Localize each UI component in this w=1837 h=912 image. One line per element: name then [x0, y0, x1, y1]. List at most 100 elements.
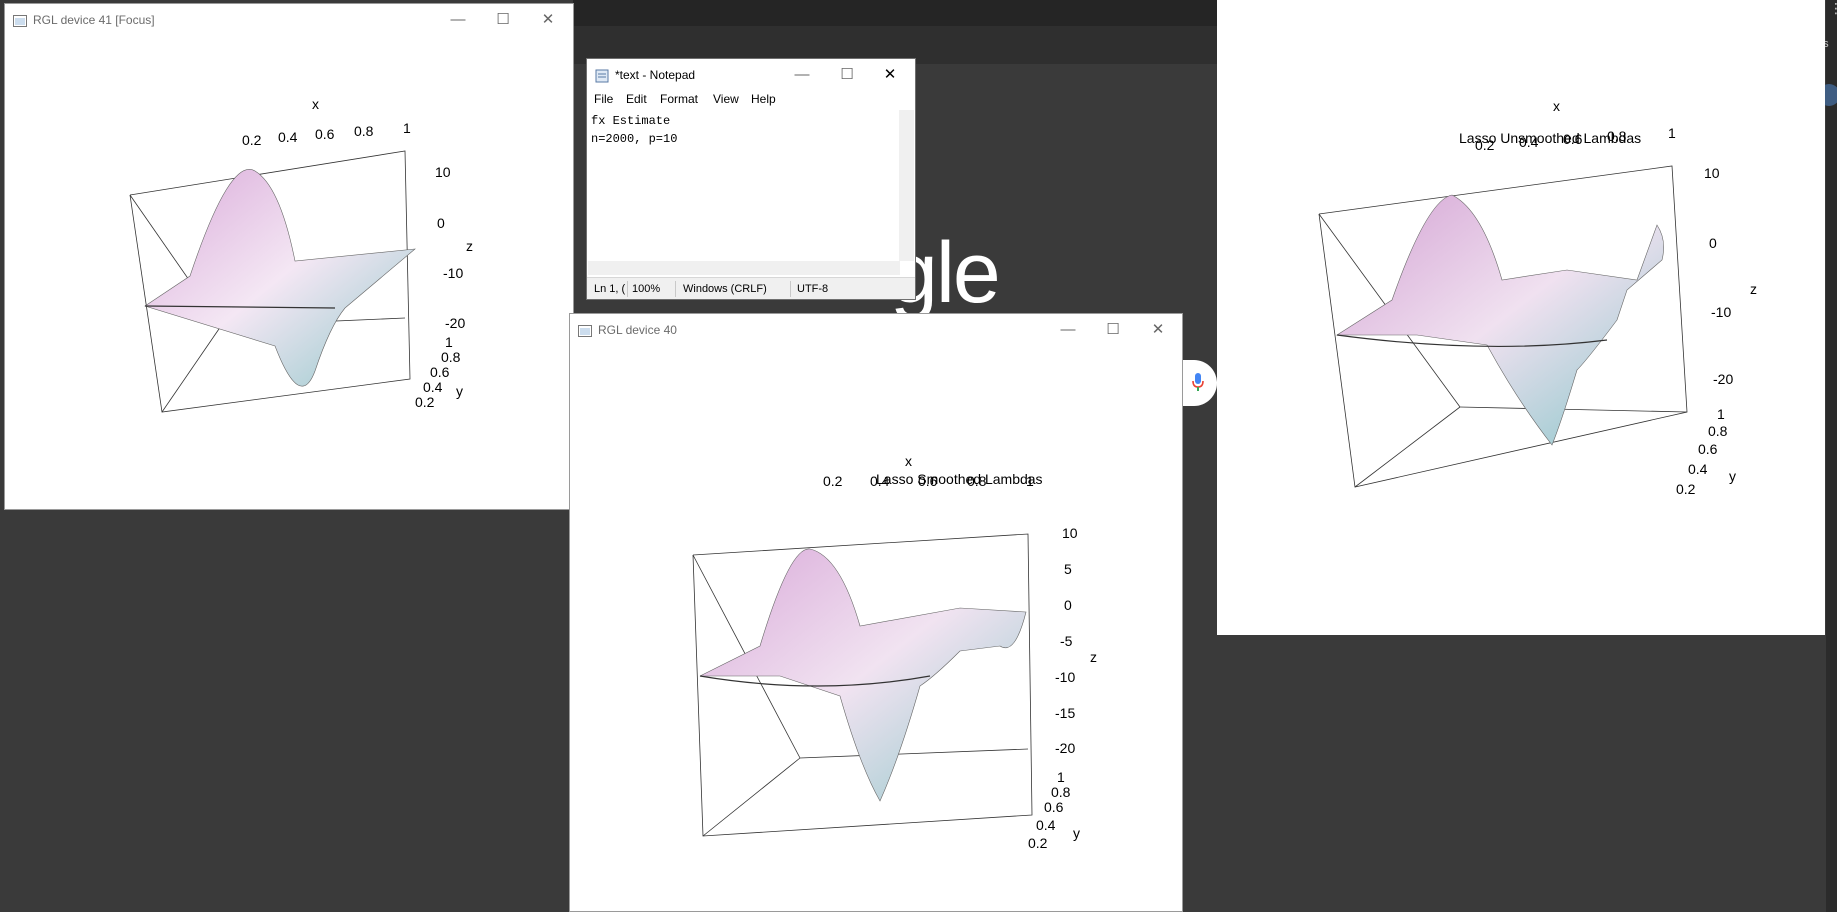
z-tick: 10	[1062, 525, 1078, 541]
close-icon[interactable]: ✕	[883, 66, 897, 83]
z-tick: -10	[1711, 304, 1731, 320]
menu-bar: File Edit Format View Help	[587, 89, 915, 109]
menu-help[interactable]: Help	[751, 92, 776, 106]
y-tick: 0.6	[1044, 799, 1064, 815]
window-title: RGL device 41 [Focus]	[33, 13, 155, 27]
microphone-icon[interactable]	[1191, 372, 1205, 397]
x-axis-label: x	[312, 96, 319, 112]
z-axis-label: z	[1750, 281, 1757, 297]
x-ticks: 0.2 0.4 0.6 0.8 1	[1475, 125, 1676, 153]
x-tick: 0.4	[1519, 134, 1539, 150]
z-tick: 0	[1709, 235, 1717, 251]
minimize-icon[interactable]: —	[794, 66, 810, 83]
x-tick: 0.6	[315, 126, 335, 142]
y-tick: 0.2	[1028, 835, 1048, 851]
z-tick: -15	[1055, 705, 1075, 721]
rgl-device-40-window: RGL device 40 — ☐ ✕ Lasso Smoothed Lambd…	[569, 313, 1183, 912]
z-tick: -10	[1055, 669, 1075, 685]
window-titlebar[interactable]: *text - Notepad — ☐ ✕	[587, 59, 915, 91]
x-tick: 0.6	[1563, 131, 1583, 147]
z-tick: -5	[1060, 633, 1073, 649]
x-tick: 0.8	[1607, 128, 1627, 144]
zoom-level: 100%	[632, 283, 661, 295]
browser-right-edge	[1826, 0, 1837, 912]
x-tick: 0.8	[967, 473, 987, 489]
maximize-icon[interactable]: ☐	[840, 66, 854, 83]
x-axis-label: x	[905, 453, 912, 469]
rgl-window-icon	[578, 324, 592, 342]
rgl-3d-plot[interactable]: Lasso Unsmoothed Lambdas x z y 0.2 0.4 0…	[1217, 0, 1825, 635]
google-search-box[interactable]	[1181, 360, 1217, 406]
z-tick: -10	[443, 265, 463, 281]
text-line: n=2000, p=10	[591, 132, 678, 146]
rgl-window-icon	[13, 14, 27, 32]
rgl-device-41-window: RGL device 41 [Focus] — ☐ ✕ x z y 0.2 0.…	[4, 3, 574, 510]
notepad-icon	[595, 69, 611, 88]
minimize-icon[interactable]: —	[1060, 321, 1076, 338]
rgl-right-window: Lasso Unsmoothed Lambdas x z y 0.2 0.4 0…	[1217, 0, 1825, 635]
z-tick: -20	[445, 315, 465, 331]
z-tick: 5	[1064, 561, 1072, 577]
window-titlebar[interactable]: RGL device 41 [Focus] — ☐ ✕	[5, 4, 573, 36]
browser-toolbar	[573, 26, 1218, 64]
z-ticks: 10 0 -10 -20	[435, 164, 465, 331]
y-tick: 0.6	[1698, 441, 1718, 457]
y-ticks: 1 0.8 0.6 0.4 0.2	[1676, 406, 1728, 497]
y-tick: 0.8	[1708, 423, 1728, 439]
z-ticks: 10 5 0 -5 -10 -15 -20	[1055, 525, 1078, 756]
more-options-icon[interactable]: ⋮	[1829, 0, 1837, 16]
x-axis-label: x	[1553, 98, 1560, 114]
y-tick: 0.4	[1688, 461, 1708, 477]
maximize-icon[interactable]: ☐	[1106, 321, 1120, 338]
text-editor[interactable]: fx Estimate n=2000, p=10	[588, 110, 900, 261]
z-tick: -20	[1055, 740, 1075, 756]
z-tick: 10	[435, 164, 451, 180]
window-title: RGL device 40	[598, 323, 677, 337]
z-tick: 0	[437, 215, 445, 231]
horizontal-scrollbar[interactable]	[588, 261, 900, 275]
close-icon[interactable]: ✕	[1151, 321, 1165, 338]
bounding-box	[692, 533, 1033, 837]
minimize-icon[interactable]: —	[450, 11, 466, 28]
menu-file[interactable]: File	[594, 92, 614, 106]
cursor-position: Ln 1, (	[594, 283, 626, 295]
y-tick: 0.8	[441, 349, 461, 365]
z-axis-label: z	[1090, 649, 1097, 665]
z-axis-label: z	[466, 238, 473, 254]
menu-format[interactable]: Format	[660, 92, 699, 106]
y-tick: 0.2	[415, 394, 435, 410]
x-tick: 0.2	[1475, 137, 1495, 153]
line-ending: Windows (CRLF)	[683, 283, 767, 295]
rgl-3d-plot[interactable]: Lasso Smoothed Lambdas x z y 0.2 0.4 0.6…	[570, 346, 1183, 912]
y-tick: 1	[1717, 406, 1725, 422]
y-tick: 1	[445, 334, 453, 350]
y-axis-label: y	[456, 383, 463, 399]
browser-tab-strip	[573, 0, 1218, 26]
close-icon[interactable]: ✕	[541, 11, 555, 28]
window-title: *text - Notepad	[615, 68, 696, 82]
window-titlebar[interactable]: RGL device 40 — ☐ ✕	[570, 314, 1182, 346]
x-ticks: 0.2 0.4 0.6 0.8 1	[823, 473, 1034, 489]
x-tick: 1	[1668, 125, 1676, 141]
x-tick: 0.4	[278, 129, 298, 145]
y-ticks: 1 0.8 0.6 0.4 0.2	[1028, 769, 1071, 851]
x-tick: 1	[1026, 473, 1034, 489]
z-ticks: 10 0 -10 -20	[1704, 165, 1733, 387]
y-tick: 0.4	[1036, 817, 1056, 833]
y-tick: 0.6	[430, 364, 450, 380]
status-bar: Ln 1, ( 100% Windows (CRLF) UTF-8	[587, 277, 915, 299]
maximize-icon[interactable]: ☐	[496, 11, 510, 28]
menu-edit[interactable]: Edit	[626, 92, 647, 106]
rgl-3d-plot[interactable]: x z y 0.2 0.4 0.6 0.8 1 10 0 -10 -20 1 0…	[5, 36, 574, 510]
surface	[699, 548, 1027, 802]
x-tick: 0.6	[918, 473, 938, 489]
y-tick: 1	[1057, 769, 1065, 785]
y-ticks: 1 0.8 0.6 0.4 0.2	[415, 334, 461, 410]
y-tick: 0.8	[1051, 784, 1071, 800]
menu-view[interactable]: View	[713, 92, 739, 106]
vertical-scrollbar[interactable]	[899, 110, 914, 261]
x-tick: 1	[403, 120, 411, 136]
y-axis-label: y	[1729, 468, 1736, 484]
x-tick: 0.8	[354, 123, 374, 139]
y-tick: 0.4	[423, 379, 443, 395]
